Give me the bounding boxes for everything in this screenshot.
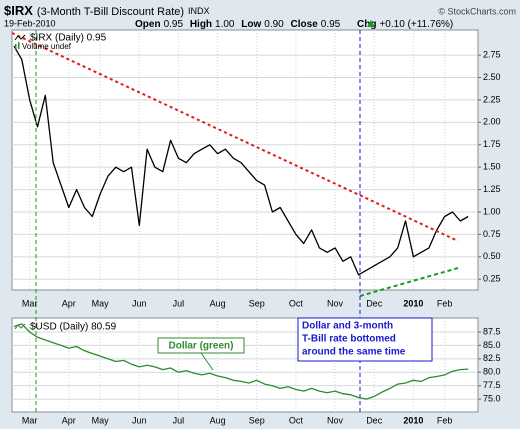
y-tick-label: 2.00 <box>483 117 501 127</box>
x-tick-label: May <box>92 298 110 308</box>
annotation: T-Bill rate bottomed <box>302 334 396 345</box>
x-tick-label: Oct <box>289 298 304 308</box>
quote-label: Close <box>291 19 319 30</box>
x-tick-label: Aug <box>210 298 226 308</box>
y-tick-label: 1.75 <box>483 139 501 149</box>
x-tick-label: May <box>92 415 110 425</box>
y-tick-label: 82.5 <box>483 353 501 363</box>
series-line <box>13 45 469 276</box>
up-arrow <box>367 20 375 27</box>
x-tick-label: Feb <box>437 415 453 425</box>
annotation-arrow <box>200 352 214 371</box>
legend-icon <box>14 34 26 41</box>
y-tick-label: 1.25 <box>483 184 501 194</box>
x-tick-label: 2010 <box>403 415 423 425</box>
quote-value: +0.10 (+11.76%) <box>379 19 453 30</box>
x-tick-label: Jun <box>132 415 147 425</box>
x-tick-label: Apr <box>62 415 76 425</box>
quote-value: 0.95 <box>164 19 184 30</box>
name: (3-Month T-Bill Discount Rate) <box>37 6 184 18</box>
date: 19-Feb-2010 <box>4 18 56 28</box>
y-tick-label: 2.50 <box>483 72 501 82</box>
x-tick-label: 2010 <box>403 298 423 308</box>
title: $IRX (3-Month T-Bill Discount Rate) INDX <box>4 3 210 18</box>
series-line <box>13 323 469 400</box>
x-tick-label: Mar <box>22 298 38 308</box>
x-tick-label: Feb <box>437 298 453 308</box>
y-tick-label: 2.25 <box>483 94 501 104</box>
quote-label: Low <box>241 19 261 30</box>
quote-label: High <box>190 19 212 30</box>
annotation-box <box>297 317 433 362</box>
y-tick-label: 87.5 <box>483 326 501 336</box>
quote-value: 1.00 <box>215 19 235 30</box>
legend-icon <box>15 44 17 49</box>
x-tick-label: Jul <box>173 298 185 308</box>
x-tick-label: Nov <box>327 415 344 425</box>
symbol: $IRX <box>4 3 33 18</box>
x-tick-label: Aug <box>210 415 226 425</box>
y-tick-label: 77.5 <box>483 380 501 390</box>
x-tick-label: Mar <box>22 415 38 425</box>
support-trendline <box>359 267 459 297</box>
legend-icon <box>18 42 20 49</box>
x-tick-label: Jul <box>173 415 185 425</box>
legend-entry: Volume undef <box>22 42 72 51</box>
quote-value: 0.90 <box>264 19 284 30</box>
legend-entry: $USD (Daily) 80.59 <box>30 322 117 333</box>
exchange: INDX <box>188 6 210 16</box>
x-tick-label: Dec <box>366 415 383 425</box>
x-tick-label: Oct <box>289 415 304 425</box>
legend-icon <box>14 323 26 330</box>
y-tick-label: 0.75 <box>483 229 501 239</box>
y-tick-label: 85.0 <box>483 340 501 350</box>
y-tick-label: 1.50 <box>483 162 501 172</box>
y-tick-label: 2.75 <box>483 49 501 59</box>
y-tick-label: 1.00 <box>483 206 501 216</box>
y-tick-label: 0.25 <box>483 274 501 284</box>
x-tick-label: Jun <box>132 298 147 308</box>
x-tick-label: Apr <box>62 298 76 308</box>
x-tick-label: Sep <box>249 298 265 308</box>
annotation: around the same time <box>302 347 406 358</box>
source: © StockCharts.com <box>438 6 516 16</box>
price-panel <box>11 29 479 291</box>
quote-value: 0.95 <box>321 19 341 30</box>
y-tick-label: 75.0 <box>483 393 501 403</box>
quote-label: Chg <box>357 19 376 30</box>
x-tick-label: Sep <box>249 415 265 425</box>
quote: Open 0.95 High 1.00 Low 0.90 Close 0.95 Chg +… <box>135 19 453 30</box>
x-tick-label: Nov <box>327 298 344 308</box>
quote-label: Open <box>135 19 161 30</box>
y-tick-label: 0.50 <box>483 251 501 261</box>
annotation: Dollar (green) <box>168 341 233 352</box>
plot-layer: 0.25 0.50 0.75 1.00 1.25 1.50 1.75 2.00 2.25 2.50… <box>12 30 501 425</box>
legend-entry: $IRX (Daily) 0.95 <box>30 33 107 44</box>
y-tick-label: 80.0 <box>483 367 501 377</box>
x-tick-label: Dec <box>366 298 383 308</box>
annotation: Dollar and 3-month <box>302 321 393 332</box>
resistance-trendline <box>11 32 459 242</box>
